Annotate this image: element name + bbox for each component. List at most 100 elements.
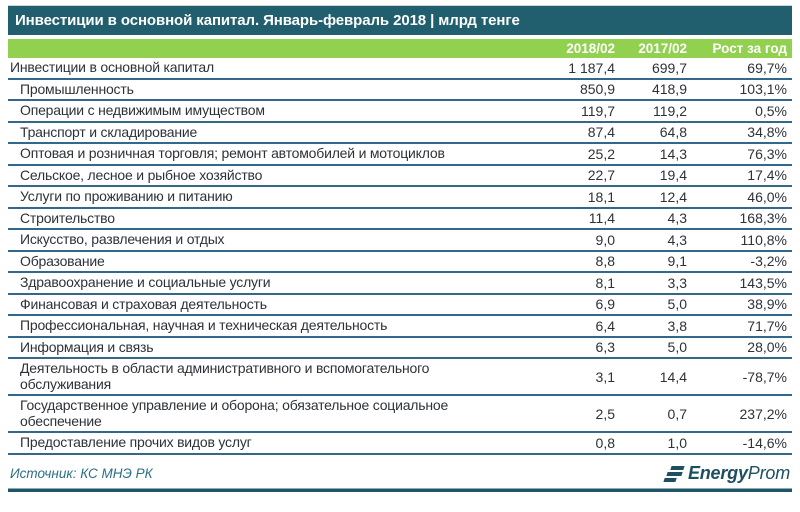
row-label: Услуги по проживанию и питанию bbox=[20, 188, 233, 204]
row-label: Промышленность bbox=[20, 80, 134, 97]
row-label: Транспорт и складирование bbox=[20, 123, 198, 140]
title-gap bbox=[8, 35, 792, 39]
table-header: 2018/02 2017/02 Рост за год bbox=[8, 39, 792, 58]
row-growth: -78,7% bbox=[742, 368, 787, 385]
table-row: Оптовая и розничная торговля; ремонт авт… bbox=[8, 144, 792, 166]
row-value-2018: 8,1 bbox=[595, 274, 615, 291]
row-growth: 69,7% bbox=[747, 59, 787, 76]
row-value-2018: 87,4 bbox=[587, 124, 615, 141]
row-value-2017: 5,0 bbox=[667, 296, 687, 313]
row-value-2017: 699,7 bbox=[651, 59, 687, 76]
row-value-2017: 3,3 bbox=[667, 274, 687, 291]
row-value-2018: 9,0 bbox=[595, 231, 615, 248]
row-growth: 0,5% bbox=[755, 102, 787, 119]
row-value-2018: 2,5 bbox=[595, 405, 615, 422]
row-label: Финансовая и страховая деятельность bbox=[20, 295, 267, 312]
table-row: Финансовая и страховая деятельность 6,9 … bbox=[8, 295, 792, 316]
row-label: Образование bbox=[20, 252, 105, 269]
column-header-growth: Рост за год bbox=[712, 41, 787, 56]
row-value-2017: 9,1 bbox=[667, 253, 687, 270]
table-row: Государственное управление и оборона; об… bbox=[8, 396, 792, 433]
table-row: Промышленность 850,9 418,9 103,1% bbox=[8, 80, 792, 101]
page-title: Инвестиции в основной капитал. Январь-фе… bbox=[8, 6, 792, 35]
table-row: Предоставление прочих видов услуг 0,8 1,… bbox=[8, 433, 792, 455]
energyprom-stripes-icon bbox=[663, 465, 685, 482]
row-value-2017: 12,4 bbox=[659, 188, 687, 205]
row-value-2017: 64,8 bbox=[659, 124, 687, 141]
row-label: Предоставление прочих видов услуг bbox=[20, 434, 252, 450]
table-row: Деятельность в области административного… bbox=[8, 359, 792, 396]
row-value-2018: 3,1 bbox=[595, 368, 615, 385]
row-value-2017: 418,9 bbox=[651, 81, 687, 98]
row-label: Операции с недвижимым имуществом bbox=[20, 102, 265, 118]
row-label: Оптовая и розничная торговля; ремонт авт… bbox=[20, 145, 445, 161]
row-value-2017: 14,4 bbox=[659, 368, 687, 385]
row-label: Информация и связь bbox=[20, 338, 154, 355]
row-value-2017: 19,4 bbox=[659, 167, 687, 184]
top-divider bbox=[8, 5, 792, 6]
row-growth: 110,8% bbox=[740, 231, 787, 248]
row-label: Государственное управление и оборона; об… bbox=[20, 397, 449, 429]
table-row: Инвестиции в основной капитал 1 187,4 69… bbox=[8, 58, 792, 80]
row-label: Профессиональная, научная и техническая … bbox=[20, 317, 388, 333]
footer: Источник: КС МНЭ РК EnergyProm bbox=[8, 455, 792, 489]
content: Инвестиции в основной капитал. Январь-фе… bbox=[8, 0, 792, 492]
row-label: Строительство bbox=[20, 209, 115, 226]
table-row: Профессиональная, научная и техническая … bbox=[8, 316, 792, 338]
source-note: Источник: КС МНЭ РК bbox=[10, 466, 153, 481]
table-row: Здравоохранение и социальные услуги 8,1 … bbox=[8, 273, 792, 295]
row-value-2018: 850,9 bbox=[579, 81, 615, 98]
row-value-2018: 11,4 bbox=[588, 210, 615, 227]
row-value-2018: 6,9 bbox=[595, 296, 615, 313]
row-growth: 168,3% bbox=[739, 210, 787, 227]
row-value-2018: 25,2 bbox=[587, 145, 615, 162]
row-label: Здравоохранение и социальные услуги bbox=[20, 274, 271, 290]
row-value-2017: 1,0 bbox=[667, 434, 687, 451]
energyprom-logo-text: EnergyProm bbox=[688, 463, 790, 484]
row-value-2018: 22,7 bbox=[587, 167, 615, 184]
row-label: Инвестиции в основной капитал bbox=[10, 59, 214, 75]
row-growth: -3,2% bbox=[750, 253, 787, 270]
row-growth: 17,4% bbox=[747, 167, 787, 184]
row-growth: 34,8% bbox=[747, 124, 787, 141]
logo-text-bold: Energy bbox=[687, 463, 748, 483]
table-body: Инвестиции в основной капитал 1 187,4 69… bbox=[8, 58, 792, 455]
table-row: Строительство 11,4 4,3 168,3% bbox=[8, 209, 792, 230]
row-value-2017: 0,7 bbox=[667, 405, 687, 422]
column-header-2018: 2018/02 bbox=[566, 41, 615, 56]
row-value-2017: 4,3 bbox=[667, 210, 687, 227]
row-label: Деятельность в области административного… bbox=[20, 360, 430, 392]
row-growth: 38,9% bbox=[747, 296, 787, 313]
logo-text-light: Prom bbox=[747, 463, 790, 483]
table-row: Операции с недвижимым имуществом 119,7 1… bbox=[8, 101, 792, 123]
row-value-2017: 5,0 bbox=[667, 339, 687, 356]
table-row: Транспорт и складирование 87,4 64,8 34,8… bbox=[8, 123, 792, 144]
row-growth: 71,7% bbox=[747, 317, 787, 334]
row-value-2017: 14,3 bbox=[659, 145, 687, 162]
table-row: Информация и связь 6,3 5,0 28,0% bbox=[8, 338, 792, 359]
row-value-2017: 4,3 bbox=[667, 231, 687, 248]
row-value-2017: 3,8 bbox=[667, 317, 687, 334]
table-row: Искусство, развлечения и отдых 9,0 4,3 1… bbox=[8, 230, 792, 252]
row-value-2017: 119,2 bbox=[653, 102, 687, 119]
energyprom-logo: EnergyProm bbox=[663, 463, 790, 484]
row-value-2018: 6,3 bbox=[595, 339, 615, 356]
column-header-2017: 2017/02 bbox=[638, 41, 687, 56]
table-row: Услуги по проживанию и питанию 18,1 12,4… bbox=[8, 187, 792, 209]
row-growth: 28,0% bbox=[747, 339, 787, 356]
bottom-divider bbox=[8, 488, 792, 492]
table-row: Образование 8,8 9,1 -3,2% bbox=[8, 252, 792, 273]
row-value-2018: 18,1 bbox=[587, 188, 615, 205]
row-value-2018: 119,7 bbox=[581, 102, 615, 119]
row-value-2018: 6,4 bbox=[595, 317, 615, 334]
row-label: Искусство, развлечения и отдых bbox=[20, 231, 225, 247]
row-value-2018: 8,8 bbox=[595, 253, 615, 270]
row-value-2018: 0,8 bbox=[595, 434, 615, 451]
row-growth: 143,5% bbox=[739, 274, 787, 291]
row-label: Сельское, лесное и рыбное хозяйство bbox=[20, 166, 263, 183]
row-growth: 103,1% bbox=[739, 81, 787, 98]
row-growth: 46,0% bbox=[747, 188, 787, 205]
row-growth: -14,6% bbox=[742, 434, 787, 451]
row-growth: 76,3% bbox=[747, 145, 787, 162]
